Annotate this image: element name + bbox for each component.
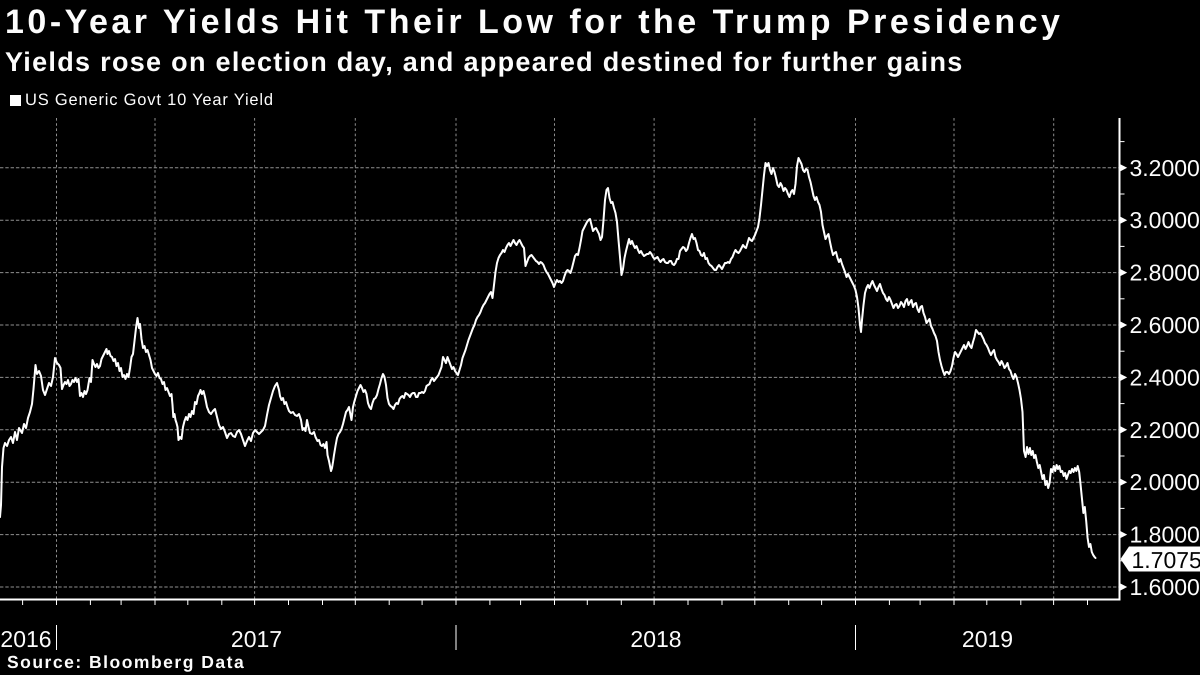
svg-text:1.6000: 1.6000 — [1130, 574, 1200, 600]
svg-text:3.0000: 3.0000 — [1130, 207, 1200, 233]
svg-text:2.8000: 2.8000 — [1130, 260, 1200, 286]
svg-text:2.0000: 2.0000 — [1130, 469, 1200, 495]
svg-text:2016: 2016 — [0, 626, 51, 652]
svg-text:2.4000: 2.4000 — [1130, 364, 1200, 390]
svg-text:1.7075: 1.7075 — [1132, 547, 1200, 573]
svg-text:2019: 2019 — [962, 626, 1013, 652]
svg-text:2018: 2018 — [630, 626, 681, 652]
svg-text:2.2000: 2.2000 — [1130, 417, 1200, 443]
svg-text:1.8000: 1.8000 — [1130, 522, 1200, 548]
svg-text:2.6000: 2.6000 — [1130, 312, 1200, 338]
svg-text:3.2000: 3.2000 — [1130, 155, 1200, 181]
svg-text:2017: 2017 — [231, 626, 282, 652]
